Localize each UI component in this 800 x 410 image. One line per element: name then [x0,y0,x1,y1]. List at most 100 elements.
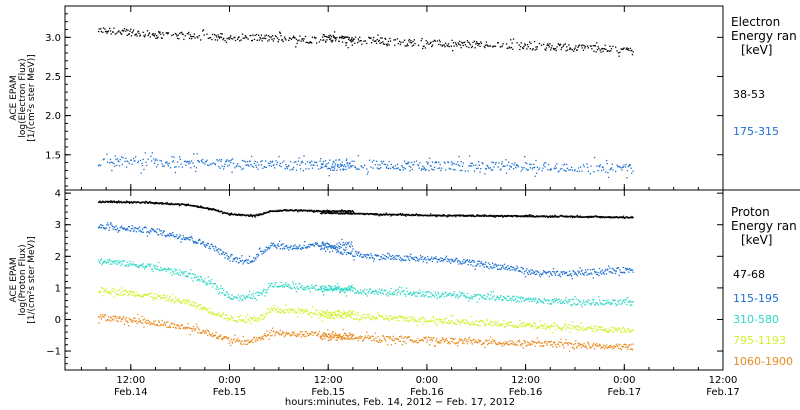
proton-point [388,292,390,295]
proton-point [218,248,220,250]
proton-point [468,260,470,263]
proton-point [332,317,334,320]
electron-point [403,160,406,162]
proton-point [502,265,504,267]
proton-point [327,285,330,287]
proton-point [454,260,456,262]
proton-point [327,288,329,291]
proton-point [297,307,300,310]
electron-point [220,160,222,163]
proton-point [474,320,476,323]
proton-point [529,300,531,303]
proton-point [332,314,334,316]
proton-point [323,242,325,244]
proton-point [306,210,308,212]
proton-point [115,201,117,203]
proton-point [457,320,459,322]
proton-point [407,256,409,258]
proton-point [599,272,601,274]
proton-point [106,200,109,203]
proton-point [232,298,235,300]
proton-point [302,289,304,291]
proton-point [459,323,461,326]
electron-point [424,169,427,171]
proton-point [119,202,121,204]
proton-point [568,327,571,329]
proton-point [208,208,211,210]
proton-point [211,313,213,315]
proton-point [414,292,416,294]
proton-point [445,255,448,257]
electron-point [325,165,328,168]
proton-point [97,316,100,318]
electron-point [454,169,456,171]
electron-point [508,168,510,170]
proton-point [131,225,133,227]
electron-point [150,155,152,157]
electron-point [202,162,205,164]
proton-point [427,258,429,260]
proton-point [320,248,322,251]
proton-point [480,294,482,296]
proton-point [149,265,151,268]
proton-point [496,265,498,267]
electron-point [607,171,609,174]
proton-point [450,295,452,297]
electron-point [329,159,331,161]
electron-point [464,44,466,46]
proton-point [616,267,618,269]
proton-point [158,234,160,236]
proton-point [487,262,490,264]
proton-point [209,307,211,309]
proton-point [282,284,284,286]
proton-point [207,312,209,314]
proton-point [126,291,128,293]
electron-point [581,47,583,49]
proton-point [155,298,158,300]
proton-point [152,228,154,230]
proton-point [505,299,508,301]
proton-point [608,271,610,273]
proton-point [230,298,232,300]
proton-point [136,291,138,293]
proton-point [629,300,631,302]
proton-point [301,209,303,211]
proton-point [112,290,114,292]
proton-point [598,267,601,270]
proton-point [328,316,330,319]
proton-point [144,202,147,204]
proton-point [177,274,179,276]
proton-point [466,259,469,261]
electron-point [188,160,191,163]
proton-point [543,298,545,300]
electron-point [183,160,186,163]
proton-point [318,288,321,290]
electron-point [532,167,534,169]
proton-point [251,317,253,319]
electron-point [246,37,248,39]
proton-point [433,294,435,296]
electron-point [505,172,508,174]
proton-point [137,265,139,268]
proton-point [436,295,438,297]
proton-point [113,200,115,202]
proton-point [309,243,311,245]
proton-point [623,215,625,217]
proton-point [107,261,109,263]
proton-point [339,243,342,245]
proton-point [328,210,331,212]
proton-point [569,215,571,217]
proton-point [158,261,160,264]
proton-point [304,289,307,291]
proton-point [310,311,312,313]
electron-point [610,48,613,50]
proton-point [483,298,485,300]
proton-point [609,331,611,333]
electron-point [429,42,431,44]
proton-point [591,302,593,304]
proton-point [450,322,452,324]
proton-point [607,216,609,218]
proton-point [589,325,592,327]
electron-point [471,45,473,47]
proton-point [352,213,354,215]
